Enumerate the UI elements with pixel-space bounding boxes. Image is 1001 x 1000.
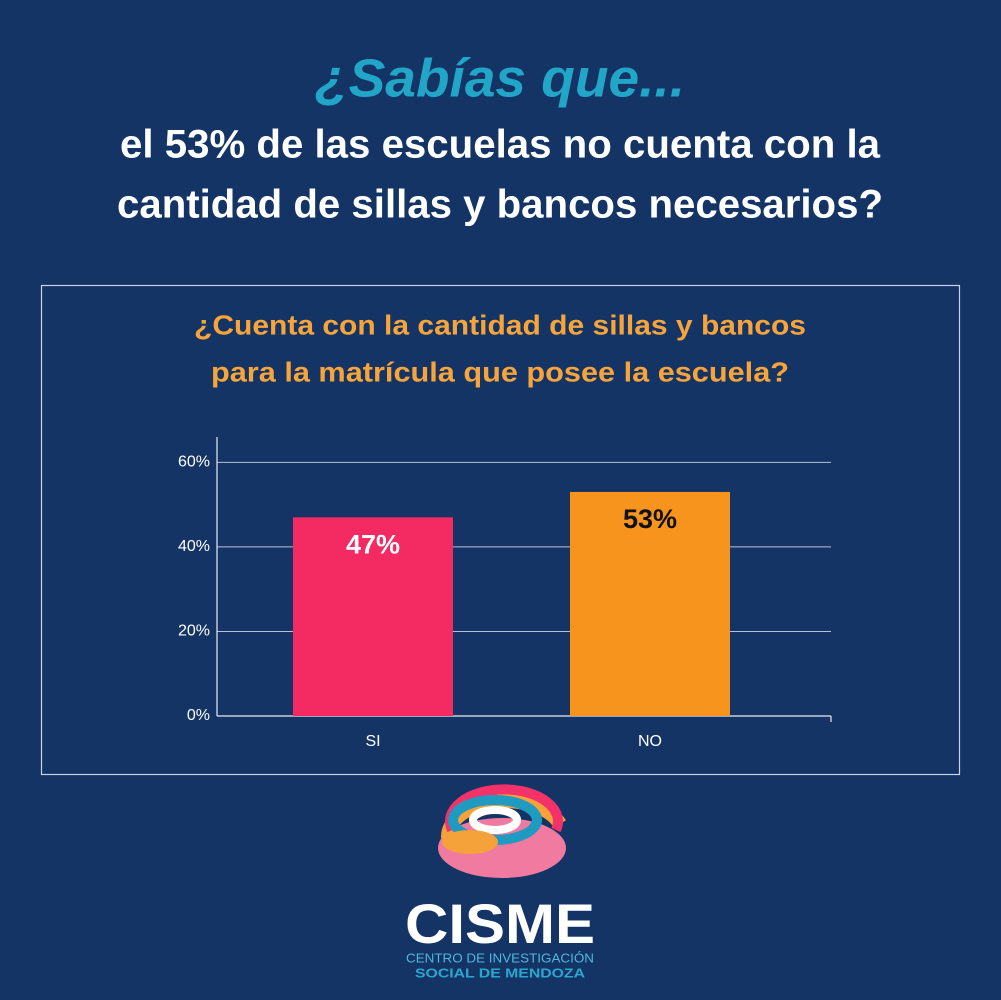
y-tick-label: 60% <box>178 454 210 471</box>
value-label: 53% <box>623 504 677 534</box>
headline: cantidad de sillas y bancos necesarios? <box>117 183 883 227</box>
logo-icon <box>438 784 566 878</box>
logo-name: CISME <box>405 892 595 955</box>
y-tick-label: 0% <box>187 707 210 724</box>
x-tick-label: SI <box>365 733 380 750</box>
logo-line: SOCIAL DE MENDOZA <box>415 965 586 980</box>
kicker: ¿Sabías que... <box>315 48 685 108</box>
logo-line: CENTRO DE INVESTIGACIÓN <box>406 950 594 965</box>
x-tick-label: NO <box>638 733 662 750</box>
logo-ring <box>442 830 498 854</box>
bar <box>293 517 453 716</box>
bar <box>570 491 730 716</box>
y-tick-label: 40% <box>178 538 210 555</box>
headline: el 53% de las escuelas no cuenta con la <box>120 123 881 167</box>
chart-frame <box>40 284 961 776</box>
value-label: 47% <box>346 529 400 559</box>
chart-title: ¿Cuenta con la cantidad de sillas y banc… <box>194 309 806 340</box>
chart-title: para la matrícula que posee la escuela? <box>211 356 789 387</box>
y-tick-label: 20% <box>178 623 210 640</box>
logo-ring <box>469 806 521 834</box>
